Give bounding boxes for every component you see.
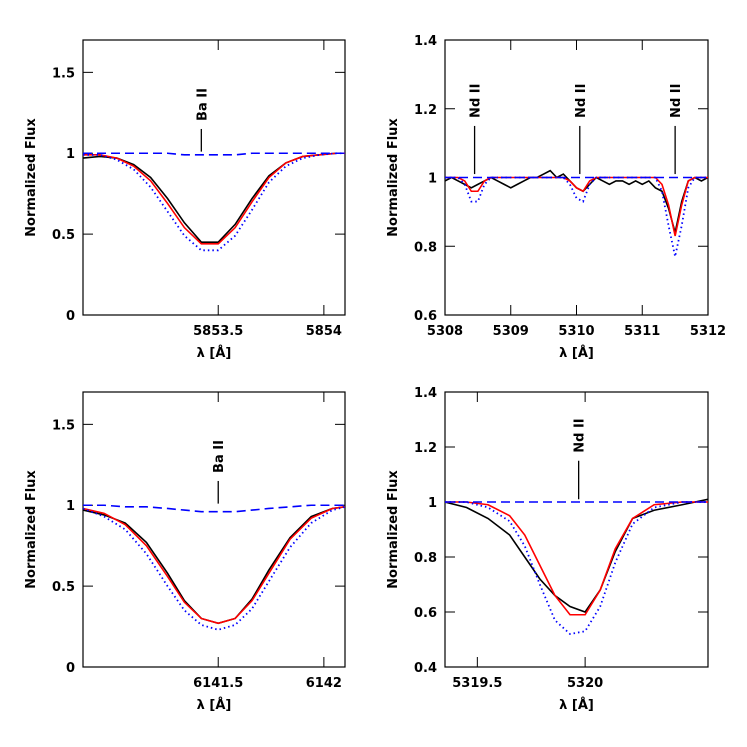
x-axis-label: λ [Å] [197,697,232,713]
y-tick-label: 0.6 [414,606,437,621]
y-tick-label: 0.6 [414,309,437,324]
annotation-label: Ba II [195,88,210,121]
y-tick-label: 0.8 [414,240,437,255]
y-tick-label: 0.8 [414,551,437,566]
annotation-label: Nd II [574,84,589,118]
y-axis-label: Normalized Flux [386,118,401,237]
y-tick-label: 1.2 [414,441,437,456]
spectrum-line [83,505,345,631]
y-tick-label: 1.4 [414,34,437,49]
spectrum-line [445,501,708,616]
spectrum-line [445,176,708,257]
y-tick-label: 1.2 [414,103,437,118]
plot-frame [82,39,346,316]
spectrum-line [83,152,345,252]
spectrum-line [83,506,345,625]
y-tick-label: 0.4 [414,661,437,676]
panel: 0.6 0.8 1 1.2 1.4 5308 5309 5310 5311 5312 Normali… [386,34,726,361]
x-tick-label: 5309 [493,324,529,339]
y-tick-label: 1.4 [414,386,437,401]
x-tick-label: 5308 [427,324,463,339]
y-tick-label: 0 [66,309,75,324]
y-tick-label: 1 [66,499,75,514]
x-tick-label: 5320 [567,676,603,691]
x-tick-label: 5853.5 [193,324,243,339]
x-axis-label: λ [Å] [197,345,232,361]
x-tick-label: 5319.5 [452,676,502,691]
x-axis-label: λ [Å] [559,697,594,713]
panel: 0 0.5 1 1.5 6141.5 6142 Normalized Flux λ [Å] Ba… [24,391,346,713]
y-tick-label: 0.5 [52,228,75,243]
x-tick-label: 5854 [306,324,342,339]
spectrum-line [83,152,345,245]
spectrum-line [445,498,708,613]
x-tick-label: 5310 [558,324,594,339]
y-axis-label: Normalized Flux [24,118,39,237]
plot-frame [444,391,709,668]
panel: 0.4 0.6 0.8 1 1.2 1.4 5319.5 5320 Normalized Flu… [386,386,709,713]
y-tick-label: 1.5 [52,66,75,81]
y-tick-label: 0.5 [52,580,75,595]
panel: 0 0.5 1 1.5 5853.5 5854 Normalized Flux λ [Å] Ba… [24,39,346,361]
spectrum-line [83,152,345,244]
y-tick-label: 1 [428,172,437,187]
y-tick-label: 1 [66,147,75,162]
spectrum-line [83,504,345,513]
y-tick-label: 1.5 [52,418,75,433]
y-tick-label: 1 [428,496,437,511]
annotation-label: Ba II [212,440,227,473]
annotation-label: Nd II [573,418,588,452]
x-tick-label: 5311 [624,324,660,339]
x-tick-label: 6141.5 [193,676,243,691]
y-axis-label: Normalized Flux [386,470,401,589]
plot-frame [82,391,346,668]
y-axis-label: Normalized Flux [24,470,39,589]
annotation-label: Nd II [669,84,684,118]
x-axis-label: λ [Å] [559,345,594,361]
x-tick-label: 5312 [690,324,726,339]
spectrum-line [83,152,345,156]
spectrum-line [445,501,708,635]
annotation-label: Nd II [469,84,484,118]
y-tick-label: 0 [66,661,75,676]
x-tick-label: 6142 [306,676,342,691]
